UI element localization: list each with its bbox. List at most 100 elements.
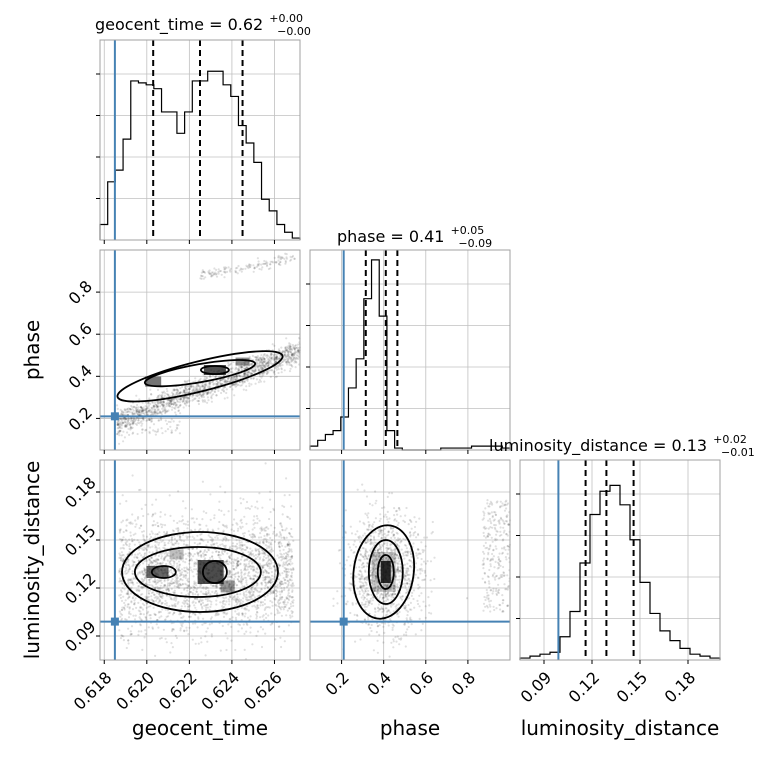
scatter-point-gt-dist bbox=[264, 581, 267, 584]
scatter-point-gt-dist bbox=[131, 565, 134, 568]
scatter-point-gt-dist bbox=[229, 575, 232, 579]
scatter-point-gt-phase bbox=[273, 373, 276, 376]
scatter-point-gt-phase bbox=[123, 436, 126, 439]
scatter-point-gt-phase bbox=[264, 359, 267, 363]
scatter-point-gt-dist bbox=[270, 546, 273, 549]
scatter-point-gt-dist bbox=[215, 585, 219, 589]
scatter-point-gt-dist bbox=[128, 521, 131, 524]
scatter-point-gt-phase bbox=[183, 380, 186, 383]
scatter-point-gt-dist bbox=[239, 602, 242, 605]
scatter-point-gt-phase bbox=[257, 368, 261, 371]
scatter-point-gt-dist bbox=[240, 549, 243, 552]
scatter-point-gt-phase bbox=[185, 404, 188, 407]
scatter-point-gt-phase-lower bbox=[116, 433, 119, 436]
scatter-point-gt-phase-upper bbox=[264, 262, 267, 265]
scatter-point-gt-phase bbox=[137, 419, 140, 422]
scatter-point-gt-phase bbox=[253, 371, 256, 374]
scatter-point-gt-phase bbox=[217, 381, 220, 384]
scatter-point-gt-phase bbox=[263, 380, 266, 383]
scatter-point-gt-phase bbox=[228, 372, 231, 375]
scatter-point-gt-phase bbox=[275, 368, 278, 371]
scatter-point-gt-phase bbox=[218, 380, 221, 383]
scatter-point-gt-phase bbox=[161, 410, 164, 413]
scatter-point-gt-dist bbox=[192, 555, 195, 558]
scatter-point-gt-phase bbox=[160, 396, 163, 399]
scatter-point-gt-dist bbox=[273, 598, 276, 601]
scatter-point-gt-dist bbox=[134, 614, 137, 617]
scatter-point-gt-phase bbox=[265, 372, 268, 375]
scatter-point-gt-dist bbox=[242, 498, 245, 501]
scatter-point-gt-dist bbox=[267, 541, 270, 544]
scatter-point-gt-dist bbox=[251, 643, 254, 646]
scatter-point-gt-dist bbox=[127, 642, 130, 645]
scatter-point-gt-phase bbox=[172, 399, 175, 402]
scatter-point-gt-phase bbox=[247, 371, 250, 374]
scatter-point-gt-phase-lower bbox=[118, 430, 121, 433]
scatter-point-gt-dist bbox=[269, 541, 272, 544]
scatter-point-gt-phase bbox=[272, 353, 275, 356]
scatter-point-gt-dist bbox=[193, 553, 196, 556]
scatter-point-gt-dist bbox=[259, 604, 262, 607]
scatter-point-gt-phase bbox=[127, 419, 130, 423]
scatter-point-gt-phase bbox=[254, 369, 257, 372]
scatter-point-phase-dist bbox=[420, 592, 423, 595]
scatter-point-gt-phase bbox=[153, 411, 156, 414]
scatter-point-gt-dist bbox=[159, 515, 162, 518]
scatter-point-gt-phase bbox=[130, 417, 133, 420]
scatter-point-gt-phase bbox=[291, 347, 294, 350]
scatter-point-gt-dist bbox=[180, 607, 183, 611]
scatter-point-gt-dist bbox=[291, 589, 294, 592]
scatter-point-gt-dist bbox=[219, 543, 222, 546]
scatter-point-gt-phase bbox=[256, 356, 259, 359]
scatter-point-gt-dist bbox=[200, 641, 203, 644]
scatter-point-gt-dist bbox=[249, 626, 252, 629]
scatter-point-gt-phase bbox=[176, 389, 180, 392]
scatter-point-phase-dist bbox=[383, 527, 386, 531]
scatter-point-gt-dist bbox=[222, 615, 226, 619]
scatter-point-gt-dist bbox=[131, 572, 134, 575]
scatter-point-gt-phase bbox=[182, 406, 185, 409]
scatter-point-gt-dist bbox=[264, 537, 267, 540]
scatter-point-gt-phase bbox=[261, 362, 264, 365]
scatter-point-gt-dist bbox=[171, 646, 174, 649]
scatter-point-phase-dist bbox=[386, 518, 389, 521]
scatter-point-gt-dist bbox=[270, 579, 273, 582]
scatter-point-gt-phase bbox=[202, 400, 205, 403]
scatter-point-gt-dist bbox=[283, 586, 286, 590]
scatter-point-gt-dist bbox=[224, 632, 227, 635]
scatter-point-gt-dist bbox=[160, 615, 163, 618]
scatter-point-gt-phase bbox=[174, 404, 178, 407]
scatter-point-gt-phase bbox=[264, 366, 267, 369]
scatter-point-gt-dist bbox=[262, 618, 265, 621]
scatter-point-gt-dist bbox=[205, 608, 208, 611]
scatter-point-gt-phase bbox=[123, 417, 126, 420]
scatter-point-gt-dist bbox=[195, 558, 198, 561]
scatter-point-gt-dist bbox=[291, 615, 294, 618]
scatter-point-gt-phase bbox=[270, 362, 273, 365]
scatter-point-gt-dist bbox=[167, 578, 170, 581]
scatter-point-gt-dist bbox=[143, 560, 146, 563]
scatter-point-gt-dist bbox=[147, 513, 150, 516]
scatter-point-gt-phase bbox=[285, 363, 289, 366]
scatter-point-gt-dist bbox=[118, 629, 121, 632]
scatter-point-gt-dist bbox=[128, 607, 131, 610]
scatter-point-gt-phase bbox=[290, 356, 293, 360]
scatter-point-gt-dist bbox=[185, 566, 188, 569]
scatter-point-gt-phase bbox=[293, 353, 296, 356]
scatter-point-phase-dist bbox=[383, 532, 386, 536]
scatter-point-gt-dist bbox=[272, 591, 275, 595]
scatter-point-gt-phase bbox=[143, 407, 146, 410]
scatter-point-gt-phase-lower bbox=[141, 422, 144, 425]
scatter-point-gt-dist bbox=[177, 560, 181, 563]
scatter-point-gt-dist bbox=[222, 529, 225, 532]
scatter-point-gt-phase bbox=[168, 399, 172, 402]
scatter-point-gt-phase bbox=[274, 357, 277, 360]
scatter-point-phase-dist bbox=[362, 547, 365, 550]
scatter-point-gt-phase bbox=[255, 358, 258, 361]
scatter-point-gt-phase bbox=[229, 385, 232, 388]
scatter-point-gt-phase bbox=[188, 387, 191, 390]
scatter-point-gt-phase bbox=[172, 398, 175, 401]
scatter-point-gt-phase bbox=[250, 372, 253, 375]
scatter-point-gt-dist bbox=[239, 525, 242, 528]
scatter-point-gt-dist bbox=[202, 510, 205, 513]
